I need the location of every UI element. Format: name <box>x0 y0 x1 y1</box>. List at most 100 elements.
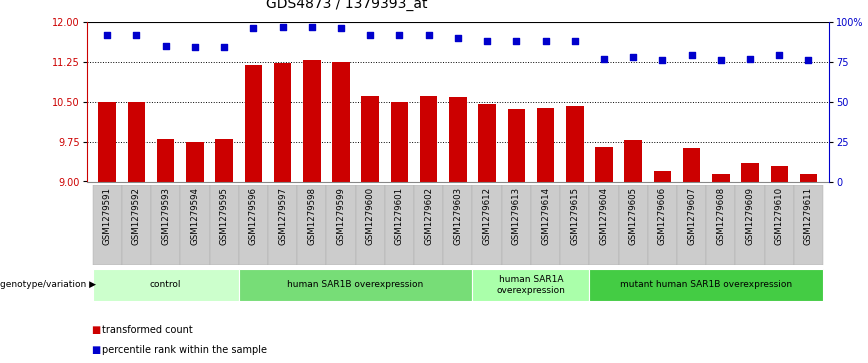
Bar <box>332 62 350 182</box>
Bar <box>391 102 408 182</box>
Bar <box>531 185 560 265</box>
Bar <box>765 185 794 265</box>
Text: GSM1279593: GSM1279593 <box>161 187 170 245</box>
Point <box>626 54 640 60</box>
Point <box>568 38 582 44</box>
Point <box>101 32 115 37</box>
Bar <box>595 147 613 182</box>
Point <box>480 38 494 44</box>
Point <box>685 52 699 58</box>
Point <box>305 24 319 29</box>
Text: ■: ■ <box>91 345 101 355</box>
Text: GSM1279611: GSM1279611 <box>804 187 813 245</box>
Text: GSM1279601: GSM1279601 <box>395 187 404 245</box>
Text: percentile rank within the sample: percentile rank within the sample <box>102 345 267 355</box>
Text: GSM1279610: GSM1279610 <box>775 187 784 245</box>
Point <box>364 32 378 37</box>
Text: GSM1279609: GSM1279609 <box>746 187 754 245</box>
Bar <box>619 185 648 265</box>
Bar <box>536 108 555 182</box>
Bar <box>297 185 326 265</box>
Bar <box>128 102 145 182</box>
Point <box>743 56 757 61</box>
Bar <box>648 185 677 265</box>
Bar <box>508 109 525 182</box>
Bar <box>98 102 116 182</box>
Text: control: control <box>150 281 181 289</box>
Bar <box>215 139 233 182</box>
Bar <box>794 185 823 265</box>
Text: GSM1279614: GSM1279614 <box>541 187 550 245</box>
Text: genotype/variation ▶: genotype/variation ▶ <box>0 281 96 289</box>
Text: GSM1279604: GSM1279604 <box>600 187 608 245</box>
Text: GSM1279605: GSM1279605 <box>628 187 638 245</box>
Point <box>247 25 260 31</box>
Bar <box>478 104 496 182</box>
Bar <box>209 185 239 265</box>
Bar <box>741 163 759 182</box>
Text: GSM1279615: GSM1279615 <box>570 187 579 245</box>
Bar <box>707 185 735 265</box>
Bar <box>356 185 385 265</box>
Bar <box>361 96 379 182</box>
Bar <box>122 185 151 265</box>
Point <box>217 44 231 50</box>
Bar <box>157 139 174 182</box>
Text: GSM1279594: GSM1279594 <box>190 187 200 245</box>
Bar <box>560 185 589 265</box>
Point <box>801 57 815 63</box>
Point <box>422 32 436 37</box>
Text: GSM1279606: GSM1279606 <box>658 187 667 245</box>
Text: GSM1279608: GSM1279608 <box>716 187 726 245</box>
Bar <box>683 148 700 182</box>
Bar <box>414 185 444 265</box>
Bar <box>93 185 122 265</box>
Text: GSM1279592: GSM1279592 <box>132 187 141 245</box>
Bar <box>589 269 823 301</box>
Bar <box>712 174 730 182</box>
Point <box>655 57 669 63</box>
Text: GSM1279598: GSM1279598 <box>307 187 316 245</box>
Text: GSM1279603: GSM1279603 <box>453 187 463 245</box>
Text: GSM1279607: GSM1279607 <box>687 187 696 245</box>
Point <box>538 38 552 44</box>
Bar <box>566 106 583 182</box>
Bar <box>385 185 414 265</box>
Text: human SAR1A
overexpression: human SAR1A overexpression <box>496 275 565 295</box>
Point <box>159 43 173 49</box>
Text: GSM1279612: GSM1279612 <box>483 187 491 245</box>
Bar <box>624 140 642 182</box>
Bar <box>735 185 765 265</box>
Point <box>713 57 727 63</box>
Text: GSM1279600: GSM1279600 <box>365 187 375 245</box>
Bar <box>273 63 292 182</box>
Text: GSM1279599: GSM1279599 <box>337 187 345 245</box>
Point <box>334 25 348 31</box>
Point <box>451 35 465 41</box>
Text: transformed count: transformed count <box>102 325 194 335</box>
Text: GSM1279597: GSM1279597 <box>278 187 287 245</box>
Text: mutant human SAR1B overexpression: mutant human SAR1B overexpression <box>620 281 792 289</box>
Bar <box>502 185 531 265</box>
Point <box>129 32 143 37</box>
Bar <box>589 185 619 265</box>
Bar <box>93 269 239 301</box>
Bar <box>444 185 472 265</box>
Bar <box>303 60 320 182</box>
Text: human SAR1B overexpression: human SAR1B overexpression <box>287 281 424 289</box>
Point <box>392 32 406 37</box>
Bar <box>771 166 788 182</box>
Point <box>510 38 523 44</box>
Text: GSM1279595: GSM1279595 <box>220 187 228 245</box>
Bar <box>449 97 467 182</box>
Point <box>188 44 202 50</box>
Text: GSM1279596: GSM1279596 <box>249 187 258 245</box>
Bar <box>472 269 589 301</box>
Text: GDS4873 / 1379393_at: GDS4873 / 1379393_at <box>266 0 427 11</box>
Bar <box>151 185 181 265</box>
Point <box>276 24 290 29</box>
Text: GSM1279613: GSM1279613 <box>512 187 521 245</box>
Bar <box>268 185 297 265</box>
Bar <box>326 185 356 265</box>
Bar <box>186 142 204 182</box>
